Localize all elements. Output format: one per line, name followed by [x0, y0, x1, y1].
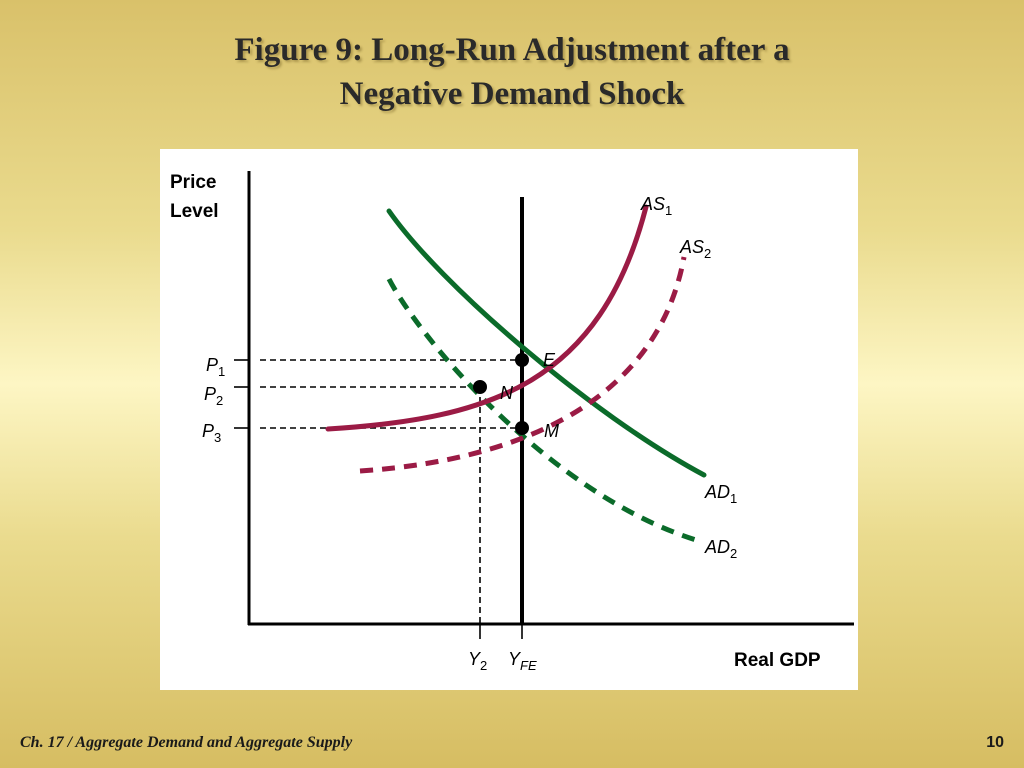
point-e-label: E [543, 350, 556, 370]
y2-label: Y2 [468, 649, 487, 673]
as2-curve [359, 256, 687, 474]
p2-label-sub: 2 [216, 393, 223, 408]
y-axis-label-line2: Level [170, 201, 219, 222]
ad1-label-sub: 1 [730, 491, 737, 506]
p2-label: P2 [204, 384, 223, 408]
p3-label-letter: P [202, 421, 214, 441]
ad1-curve [386, 208, 707, 478]
ad1-label-letters: AD [704, 482, 730, 502]
yfe-label: YFE [508, 649, 537, 673]
point-m-marker [515, 421, 529, 435]
ad2-label-sub: 2 [730, 546, 737, 561]
as1-label-letters: AS [640, 194, 665, 214]
x-axis-label: Real GDP [734, 650, 821, 671]
ad2-curve [386, 277, 697, 543]
point-e-marker [515, 353, 529, 367]
slide-title: Figure 9: Long-Run Adjustment after a Ne… [0, 28, 1024, 116]
p1-label-sub: 1 [218, 364, 225, 379]
ad-as-diagram: Price Level Real GDP AS1 AS2 AD1 AD2 E N… [170, 171, 854, 673]
point-n-marker [473, 380, 487, 394]
point-n-label: N [500, 383, 514, 403]
point-m-label: M [544, 421, 559, 441]
footer-chapter-text: Ch. 17 / Aggregate Demand and Aggregate … [20, 734, 353, 751]
p1-label-letter: P [206, 355, 218, 375]
y2-label-sub: 2 [480, 658, 487, 673]
page-number: 10 [986, 734, 1004, 751]
as2-label-sub: 2 [704, 246, 711, 261]
title-line-1: Figure 9: Long-Run Adjustment after a [234, 32, 790, 68]
p3-label: P3 [202, 421, 221, 445]
yfe-label-sub: FE [520, 658, 537, 673]
yfe-label-letter: Y [508, 649, 522, 669]
diagram-panel: Price Level Real GDP AS1 AS2 AD1 AD2 E N… [160, 149, 858, 690]
as2-label-letters: AS [679, 237, 704, 257]
y2-label-letter: Y [468, 649, 482, 669]
p3-label-sub: 3 [214, 430, 221, 445]
ad1-label: AD1 [704, 482, 737, 506]
p2-label-letter: P [204, 384, 216, 404]
y-axis-label-line1: Price [170, 172, 216, 193]
as2-label: AS2 [679, 237, 711, 261]
ad2-label-letters: AD [704, 537, 730, 557]
title-line-2: Negative Demand Shock [339, 76, 685, 112]
as1-label-sub: 1 [665, 203, 672, 218]
as1-curve [325, 204, 649, 432]
ad2-label: AD2 [704, 537, 737, 561]
p1-label: P1 [206, 355, 225, 379]
as1-label: AS1 [640, 194, 672, 218]
